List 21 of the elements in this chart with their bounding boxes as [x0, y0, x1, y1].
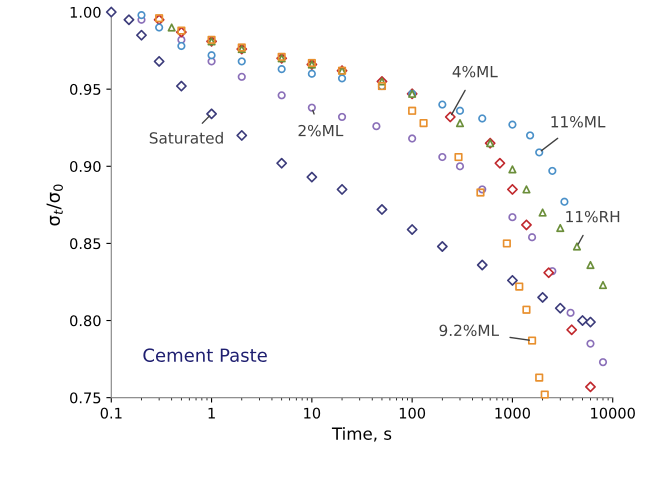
- x-tick-label: 0.1: [100, 408, 122, 419]
- text: 4%ML: [452, 66, 498, 78]
- series-label: Saturated: [150, 132, 223, 144]
- series-label: 2%ML: [298, 124, 344, 136]
- y-tick-label: 1.00: [70, 6, 101, 18]
- x-tick-label: 10: [304, 408, 320, 419]
- y-tick-label: 0.75: [70, 392, 100, 404]
- x-tick-label: 10000: [591, 408, 635, 419]
- x-axis-title: Time, s: [332, 427, 392, 442]
- y-tick-label: 0.95: [70, 84, 100, 95]
- y-tick-label: 0.85: [70, 238, 100, 250]
- series-label: 9.2%ML: [440, 324, 499, 336]
- x-tick-label: 1: [208, 408, 215, 418]
- y-axis-title: σ$_{t}$/σ$_{0}$: [46, 184, 63, 226]
- x-tick-label: 1000: [495, 408, 530, 419]
- series-label: 11%RH: [566, 210, 620, 222]
- x-tick-label: 100: [400, 408, 426, 419]
- y-tick-label: 0.90: [70, 161, 101, 172]
- annotation: Cement Paste: [143, 348, 267, 362]
- series-label: 11%ML: [551, 116, 606, 128]
- y-tick-label: 0.80: [70, 315, 101, 326]
